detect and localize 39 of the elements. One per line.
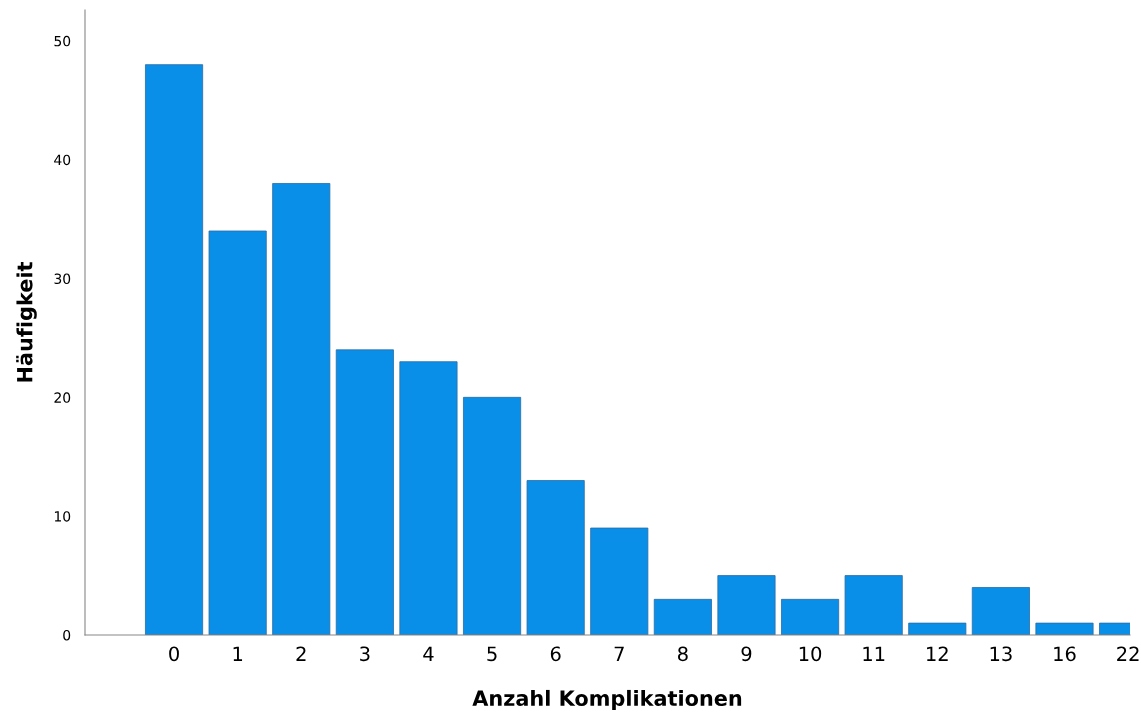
y-tick-label: 50	[54, 35, 71, 47]
x-tick-label: 4	[423, 646, 434, 661]
y-tick-label: 20	[54, 392, 71, 403]
bar	[399, 361, 458, 635]
x-tick-label: 11	[863, 646, 885, 661]
bar	[272, 183, 331, 635]
x-tick-label: 2	[296, 646, 306, 661]
x-tick-label: 0	[169, 646, 179, 662]
bar	[971, 587, 1030, 635]
x-tick-label: 13	[990, 646, 1012, 662]
x-tick-label: 10	[799, 646, 822, 662]
x-tick-label: 3	[360, 646, 370, 662]
bar	[908, 622, 967, 635]
bar	[526, 480, 585, 635]
y-tick-label: 40	[54, 154, 71, 166]
y-tick-label: 0	[63, 629, 71, 641]
bar	[653, 598, 712, 635]
x-tick-label: 5	[487, 646, 497, 662]
x-tick-label: 16	[1054, 646, 1076, 662]
bar	[145, 64, 204, 635]
bar	[208, 230, 267, 635]
x-tick-label: 22	[1117, 646, 1139, 661]
bar	[335, 349, 394, 635]
y-axis-title: Häufigkeit	[16, 261, 37, 382]
bar	[781, 598, 840, 635]
x-axis-title: Anzahl Komplikationen	[472, 689, 742, 711]
x-tick-label: 12	[927, 646, 948, 661]
bar	[717, 575, 776, 635]
bar	[844, 575, 903, 635]
bar	[1035, 622, 1094, 635]
x-tick-label: 6	[550, 646, 561, 662]
x-tick-label: 8	[678, 646, 688, 662]
x-tick-label: 1	[233, 646, 243, 661]
x-tick-label: 9	[741, 646, 752, 662]
y-tick-label: 10	[54, 511, 71, 522]
bar	[463, 396, 522, 635]
y-tick-label: 30	[54, 273, 71, 285]
x-tick-label: 7	[614, 646, 624, 661]
bar	[590, 527, 649, 635]
